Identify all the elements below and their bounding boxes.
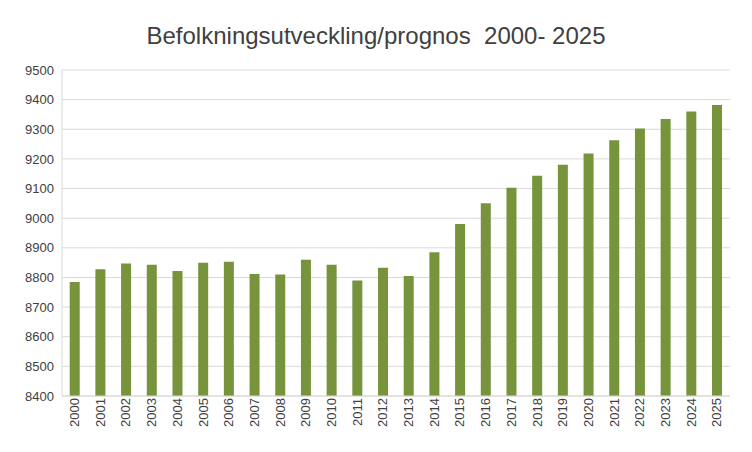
svg-text:2011: 2011 (350, 398, 365, 426)
svg-text:9500: 9500 (25, 63, 54, 78)
svg-text:2021: 2021 (607, 398, 622, 427)
svg-text:2005: 2005 (196, 398, 211, 427)
svg-text:8700: 8700 (25, 300, 54, 315)
svg-text:8900: 8900 (25, 240, 54, 255)
svg-text:2024: 2024 (684, 398, 699, 427)
svg-text:2014: 2014 (427, 398, 442, 427)
svg-text:9300: 9300 (25, 122, 54, 137)
svg-text:2016: 2016 (478, 398, 493, 427)
svg-text:2015: 2015 (452, 398, 467, 427)
svg-text:2008: 2008 (273, 398, 288, 427)
svg-text:2001: 2001 (93, 398, 108, 427)
svg-text:9200: 9200 (25, 152, 54, 167)
svg-text:2013: 2013 (401, 398, 416, 427)
svg-text:2004: 2004 (170, 398, 185, 427)
svg-text:8800: 8800 (25, 270, 54, 285)
svg-text:2017: 2017 (504, 398, 519, 427)
svg-text:8400: 8400 (25, 389, 54, 404)
svg-text:2025: 2025 (709, 398, 724, 427)
svg-text:2003: 2003 (144, 398, 159, 427)
svg-text:8600: 8600 (25, 329, 54, 344)
svg-text:2009: 2009 (298, 398, 313, 427)
svg-text:2007: 2007 (247, 398, 262, 427)
svg-text:9000: 9000 (25, 211, 54, 226)
svg-text:2002: 2002 (118, 398, 133, 427)
svg-text:2023: 2023 (658, 398, 673, 427)
svg-text:9400: 9400 (25, 92, 54, 107)
html-text:Befolkningsutveckling/prognos: Befolkningsutveckling/prognos 2000- 2025 (146, 22, 606, 49)
svg-text:2000: 2000 (67, 398, 82, 427)
svg-text:2018: 2018 (530, 398, 545, 427)
svg-text:2012: 2012 (375, 398, 390, 427)
svg-text:9100: 9100 (25, 181, 54, 196)
svg-text:2022: 2022 (632, 398, 647, 427)
svg-text:8500: 8500 (25, 359, 54, 374)
svg-text:2010: 2010 (324, 398, 339, 427)
svg-text:2020: 2020 (581, 398, 596, 427)
svg-text:2006: 2006 (221, 398, 236, 427)
svg-text:2019: 2019 (555, 398, 570, 427)
